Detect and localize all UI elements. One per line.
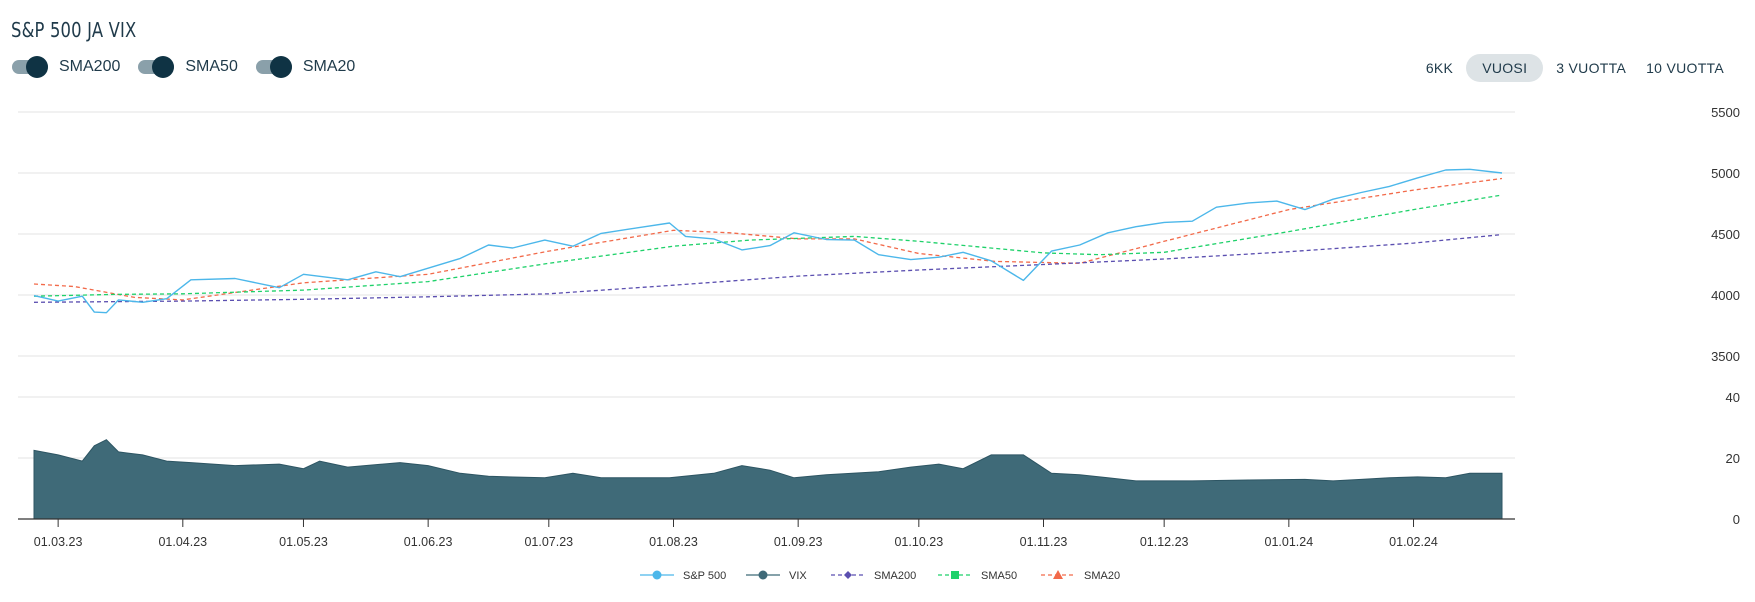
chart-title: S&P 500 JA VIX — [11, 18, 137, 42]
x-tick-label: 01.05.23 — [279, 535, 328, 549]
vix-area-layer — [33, 439, 1503, 520]
x-tick-label: 01.07.23 — [524, 535, 573, 549]
x-tick-label: 01.04.23 — [158, 535, 207, 549]
vix-area — [33, 439, 1503, 520]
x-tick-label: 01.08.23 — [649, 535, 698, 549]
legend-marker — [951, 571, 959, 579]
gridlines — [18, 111, 1515, 459]
x-tick-label: 01.10.23 — [894, 535, 943, 549]
y-tick-label: 4000 — [1711, 288, 1740, 303]
y-tick-label: 3500 — [1711, 349, 1740, 364]
range-6kk-button[interactable]: 6KK — [1425, 60, 1454, 76]
x-tick-label: 01.06.23 — [404, 535, 453, 549]
x-tick-label: 01.01.24 — [1265, 535, 1314, 549]
range-10-vuotta-button[interactable]: 10 VUOTTA — [1646, 60, 1724, 76]
toggle-label: SMA20 — [302, 58, 356, 75]
legend-label[interactable]: VIX — [789, 570, 807, 582]
series-line-sma20 — [33, 177, 1503, 301]
toggle-switch[interactable] — [12, 56, 48, 78]
toggle-label: SMA200 — [59, 58, 121, 75]
toggle-sma200[interactable]: SMA200 — [12, 56, 121, 78]
y-axis-labels: 5500 5000 4500 4000 3500 40 20 0 — [1711, 105, 1740, 527]
y-tick-label: 5500 — [1711, 105, 1740, 120]
x-tick-label: 01.03.23 — [34, 535, 83, 549]
legend-marker — [652, 570, 662, 580]
legend-marker — [1053, 570, 1063, 579]
x-tick-label: 01.11.23 — [1020, 535, 1068, 549]
toggle-switch[interactable] — [255, 56, 292, 78]
y-tick-label: 5000 — [1711, 166, 1740, 181]
toggle-knob — [269, 56, 292, 78]
legend-marker — [758, 570, 768, 580]
legend-marker — [844, 571, 852, 579]
x-tick-label: 01.12.23 — [1140, 535, 1189, 549]
legend-label[interactable]: SMA200 — [874, 570, 916, 582]
y-tick-label: 20 — [1726, 451, 1740, 466]
x-tick-label: 01.02.24 — [1389, 535, 1438, 549]
range-vuosi-button[interactable]: VUOSI — [1466, 54, 1544, 82]
y-tick-label: 0 — [1733, 512, 1740, 527]
range-3-vuotta-button[interactable]: 3 VUOTTA — [1556, 60, 1627, 76]
legend-label[interactable]: SMA20 — [1084, 570, 1120, 582]
toggle-sma50[interactable]: SMA50 — [138, 56, 238, 78]
series-line-sma200 — [33, 233, 1503, 303]
toggle-sma20[interactable]: SMA20 — [255, 56, 356, 78]
series-line-sma50 — [33, 194, 1503, 297]
toggle-knob — [152, 56, 175, 78]
sma-toggle-group: SMA200 SMA50 SMA20 — [12, 56, 356, 78]
toggle-switch[interactable] — [138, 56, 175, 78]
y-tick-label: 4500 — [1711, 227, 1740, 242]
legend-label[interactable]: S&P 500 — [683, 570, 726, 582]
x-tick-label: 01.09.23 — [774, 535, 823, 549]
series-line-s-p-500 — [33, 168, 1503, 314]
toggle-knob — [26, 56, 48, 78]
y-tick-label: 40 — [1726, 390, 1740, 405]
price-lines-layer — [33, 168, 1503, 314]
x-axis: 01.03.23 01.04.23 01.05.23 01.06.23 01.07.23… — [18, 518, 1515, 549]
legend-label[interactable]: SMA50 — [981, 570, 1017, 582]
legend: S&P 500 VIX SMA200 SMA50 SMA20 — [640, 570, 1120, 582]
time-range-selector: 6KK VUOSI 3 VUOTTA 10 VUOTTA — [1413, 54, 1731, 82]
toggle-label: SMA50 — [185, 58, 238, 75]
